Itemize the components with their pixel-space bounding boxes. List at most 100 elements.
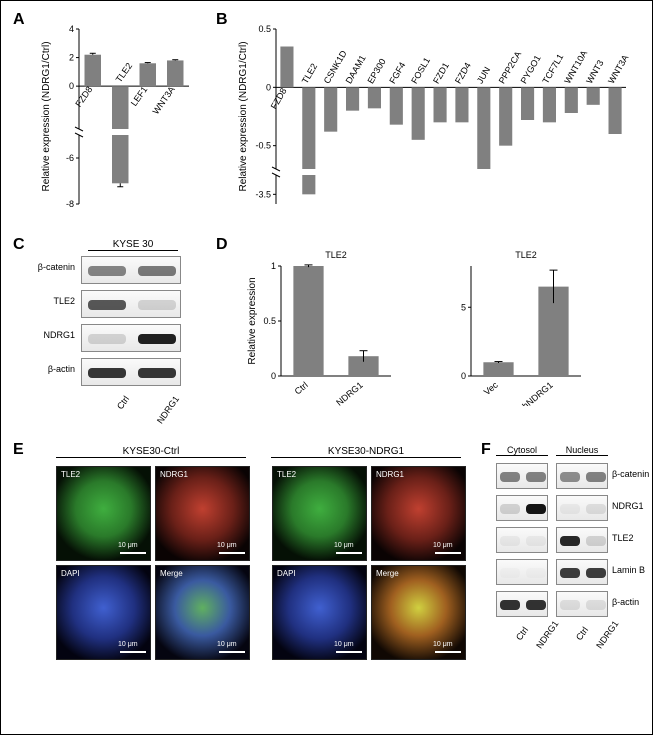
wb-row-label: TLE2 [23,296,75,306]
wb-col-label: Ctrl [508,625,530,650]
scalebar-text: 10 μm [118,641,138,648]
svg-text:0.5: 0.5 [258,24,271,34]
svg-text:TLE2: TLE2 [300,62,319,86]
scalebar-text: 10 μm [334,542,354,549]
svg-text:EP300: EP300 [366,57,388,85]
wb-col-label: Ctrl [94,394,131,441]
wb-lane [556,463,608,489]
svg-text:PYGO1: PYGO1 [519,53,543,85]
scalebar [336,651,362,653]
wb-row-label: TLE2 [612,533,653,543]
svg-text:FOSL1: FOSL1 [409,56,432,86]
svg-text:Relative expression (NDRG1/Ctr: Relative expression (NDRG1/Ctrl) [41,41,52,191]
micrograph: DAPI 10 μm [56,565,151,660]
scalebar [435,552,461,554]
svg-text:-0.5: -0.5 [255,141,271,151]
svg-text:shNDRG1: shNDRG1 [517,380,555,406]
svg-text:0: 0 [69,81,74,91]
wb-group-header: Cytosol [496,445,548,456]
wb-lane [556,495,608,521]
svg-text:TLE2: TLE2 [325,250,347,260]
wb-lane [556,527,608,553]
panel-d-right-chart: TLE205VecshNDRG1 [431,246,601,406]
scalebar-text: 10 μm [433,641,453,648]
scalebar-text: 10 μm [118,542,138,549]
svg-text:Ctrl: Ctrl [293,380,310,397]
wb-row-label: Lamin B [612,565,653,575]
wb-lane [81,358,181,386]
wb-lane [81,290,181,318]
micrograph-label: TLE2 [61,470,80,479]
micrograph-label: TLE2 [277,470,296,479]
wb-lane [81,256,181,284]
wb-col-label: NDRG1 [144,394,181,441]
scalebar [120,651,146,653]
wb-col-label: NDRG1 [594,625,616,650]
svg-text:FZD8: FZD8 [73,85,94,109]
scalebar [219,552,245,554]
scalebar-text: 10 μm [217,641,237,648]
micrograph: NDRG1 10 μm [371,466,466,561]
svg-text:Relative expression: Relative expression [247,277,258,364]
wb-row-label: NDRG1 [612,501,653,511]
svg-text:Vec: Vec [482,380,500,398]
svg-text:WNT3A: WNT3A [151,85,177,117]
panel-d-label: D [216,236,228,254]
wb-col-label: Ctrl [568,625,590,650]
panel-f-label: F [481,441,491,459]
panel-c-label: C [13,236,25,254]
svg-text:-3.5: -3.5 [255,189,271,199]
wb-lane [81,324,181,352]
scalebar-text: 10 μm [433,542,453,549]
micrograph-label: NDRG1 [376,470,404,479]
svg-text:FZD8: FZD8 [269,86,289,110]
micrograph: TLE2 10 μm [272,466,367,561]
panel-e-label: E [13,441,24,459]
wb-lane [496,463,548,489]
scalebar [336,552,362,554]
micrograph-label: Merge [376,569,399,578]
scalebar [219,651,245,653]
svg-text:TLE2: TLE2 [114,61,135,84]
svg-text:Relative expression (NDRG1/Ctr: Relative expression (NDRG1/Ctrl) [238,41,249,191]
panel-a-chart: 024-6-8FZD8TLE2LEF1WNT3ARelative express… [31,19,201,219]
scalebar [435,651,461,653]
svg-text:0: 0 [461,371,466,381]
svg-text:JUN: JUN [475,65,492,85]
wb-row-label: NDRG1 [23,330,75,340]
panel-e-right-header: KYSE30-NDRG1 [271,446,461,458]
panel-a-label: A [13,11,25,29]
wb-row-label: β-catenin [23,262,75,272]
svg-text:5: 5 [461,302,466,312]
svg-text:-6: -6 [66,153,74,163]
svg-text:FGF4: FGF4 [387,60,407,85]
svg-text:WNT3A: WNT3A [606,53,630,85]
svg-text:FZD1: FZD1 [431,61,451,85]
svg-text:LEF1: LEF1 [129,85,150,108]
wb-lane [556,559,608,585]
svg-text:-8: -8 [66,199,74,209]
micrograph-label: Merge [160,569,183,578]
panel-e-left-header: KYSE30-Ctrl [56,446,246,458]
micrograph-label: DAPI [61,569,80,578]
micrograph: Merge 10 μm [155,565,250,660]
wb-row-label: β-actin [23,364,75,374]
svg-text:0: 0 [271,371,276,381]
svg-text:0.5: 0.5 [263,316,276,326]
svg-text:FZD4: FZD4 [453,61,473,85]
wb-row-label: β-catenin [612,469,653,479]
scalebar [120,552,146,554]
micrograph: TLE2 10 μm [56,466,151,561]
micrograph-label: DAPI [277,569,296,578]
svg-text:1: 1 [271,261,276,271]
micrograph-label: NDRG1 [160,470,188,479]
wb-lane [496,591,548,617]
wb-row-label: β-actin [612,597,653,607]
svg-text:0: 0 [266,82,271,92]
svg-text:NDRG1: NDRG1 [334,380,365,406]
panel-b-chart: -0.500.5-3.5FZD8TLE2CSNK1DDAAM1EP300FGF4… [226,19,641,219]
svg-text:4: 4 [69,24,74,34]
scalebar-text: 10 μm [334,641,354,648]
wb-col-label: NDRG1 [534,625,556,650]
svg-text:WNT3: WNT3 [584,58,605,85]
